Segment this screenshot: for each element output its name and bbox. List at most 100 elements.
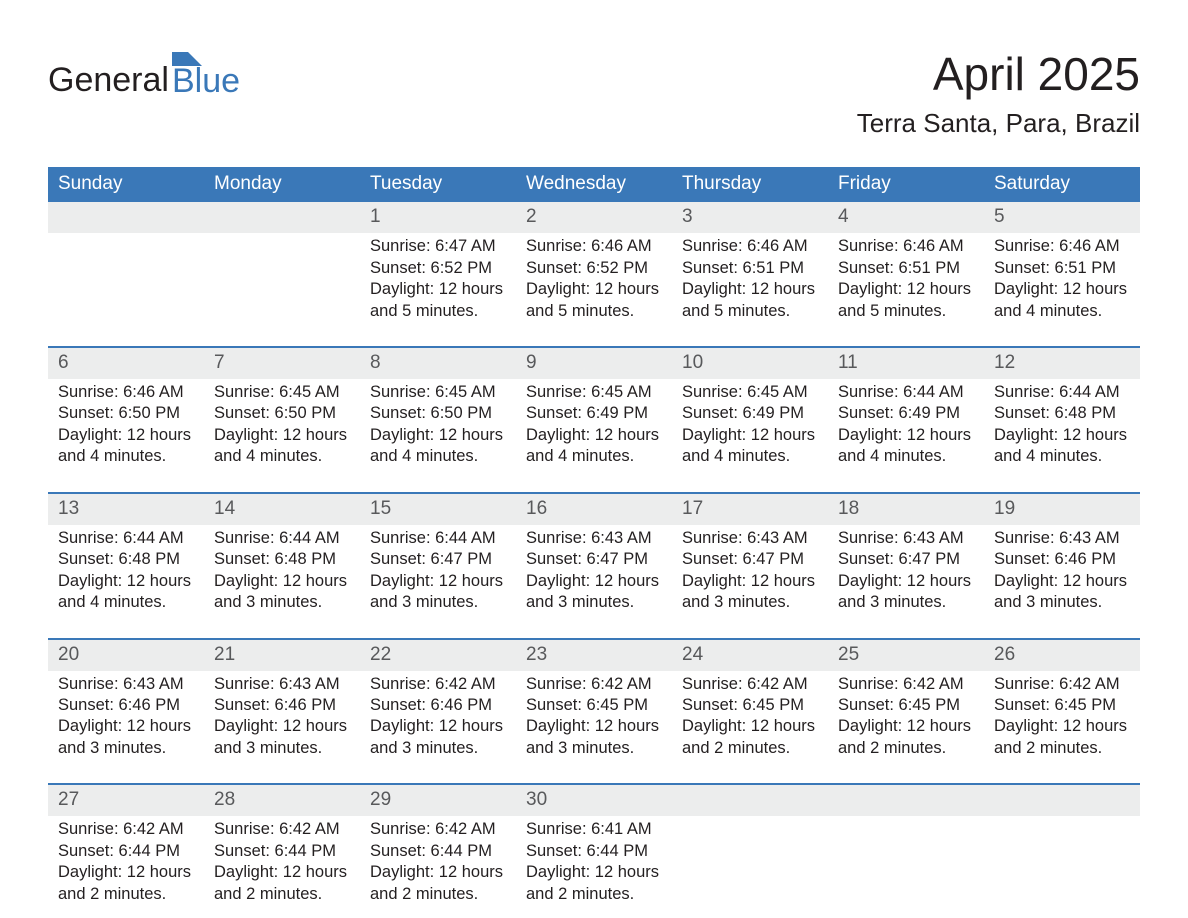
day-detail: Sunrise: 6:44 AMSunset: 6:48 PMDaylight:… [984, 379, 1140, 493]
day-detail-row: Sunrise: 6:46 AMSunset: 6:50 PMDaylight:… [48, 379, 1140, 493]
sunset-line: Sunset: 6:52 PM [526, 258, 662, 279]
sunset-line: Sunset: 6:46 PM [214, 695, 350, 716]
day-number: 3 [672, 202, 828, 233]
sunset-line: Sunset: 6:46 PM [58, 695, 194, 716]
day-number: 18 [828, 494, 984, 525]
day-header: Wednesday [516, 167, 672, 202]
header: General Blue April 2025 Terra Santa, Par… [48, 50, 1140, 139]
day-detail: Sunrise: 6:42 AMSunset: 6:46 PMDaylight:… [360, 671, 516, 785]
calendar-table: SundayMondayTuesdayWednesdayThursdayFrid… [48, 167, 1140, 915]
calendar-body: 12345Sunrise: 6:47 AMSunset: 6:52 PMDayl… [48, 202, 1140, 915]
sunset-line: Sunset: 6:47 PM [526, 549, 662, 570]
sunset-line: Sunset: 6:45 PM [526, 695, 662, 716]
day-number: 28 [204, 785, 360, 816]
daylight-line: Daylight: 12 hours and 3 minutes. [370, 716, 506, 759]
day-detail: Sunrise: 6:46 AMSunset: 6:52 PMDaylight:… [516, 233, 672, 347]
sunrise-line: Sunrise: 6:47 AM [370, 236, 506, 257]
day-detail: Sunrise: 6:44 AMSunset: 6:47 PMDaylight:… [360, 525, 516, 639]
daylight-line: Daylight: 12 hours and 5 minutes. [526, 279, 662, 322]
day-number: 5 [984, 202, 1140, 233]
sunrise-line: Sunrise: 6:42 AM [994, 674, 1130, 695]
day-number: 6 [48, 348, 204, 379]
month-title: April 2025 [857, 50, 1140, 98]
day-detail: Sunrise: 6:46 AMSunset: 6:50 PMDaylight:… [48, 379, 204, 493]
day-detail: Sunrise: 6:42 AMSunset: 6:45 PMDaylight:… [516, 671, 672, 785]
sunrise-line: Sunrise: 6:46 AM [838, 236, 974, 257]
day-detail: Sunrise: 6:45 AMSunset: 6:50 PMDaylight:… [360, 379, 516, 493]
day-detail: Sunrise: 6:42 AMSunset: 6:44 PMDaylight:… [48, 816, 204, 915]
daylight-line: Daylight: 12 hours and 3 minutes. [214, 716, 350, 759]
sunrise-line: Sunrise: 6:46 AM [682, 236, 818, 257]
sunrise-line: Sunrise: 6:43 AM [682, 528, 818, 549]
day-header-row: SundayMondayTuesdayWednesdayThursdayFrid… [48, 167, 1140, 202]
day-detail [672, 816, 828, 915]
sunrise-line: Sunrise: 6:46 AM [58, 382, 194, 403]
day-detail [204, 233, 360, 347]
day-number: 22 [360, 640, 516, 671]
daylight-line: Daylight: 12 hours and 2 minutes. [838, 716, 974, 759]
sunrise-line: Sunrise: 6:42 AM [214, 819, 350, 840]
daylight-line: Daylight: 12 hours and 4 minutes. [994, 425, 1130, 468]
daylight-line: Daylight: 12 hours and 3 minutes. [214, 571, 350, 614]
day-detail: Sunrise: 6:47 AMSunset: 6:52 PMDaylight:… [360, 233, 516, 347]
day-detail: Sunrise: 6:42 AMSunset: 6:45 PMDaylight:… [828, 671, 984, 785]
day-number: 17 [672, 494, 828, 525]
sunset-line: Sunset: 6:44 PM [370, 841, 506, 862]
day-detail: Sunrise: 6:45 AMSunset: 6:49 PMDaylight:… [672, 379, 828, 493]
day-number: 11 [828, 348, 984, 379]
day-header: Tuesday [360, 167, 516, 202]
sunset-line: Sunset: 6:47 PM [838, 549, 974, 570]
daylight-line: Daylight: 12 hours and 3 minutes. [994, 571, 1130, 614]
day-header: Friday [828, 167, 984, 202]
day-number: 4 [828, 202, 984, 233]
day-number: 20 [48, 640, 204, 671]
daylight-line: Daylight: 12 hours and 3 minutes. [58, 716, 194, 759]
sunrise-line: Sunrise: 6:42 AM [370, 819, 506, 840]
day-number-row: 27282930 [48, 785, 1140, 816]
day-detail: Sunrise: 6:43 AMSunset: 6:47 PMDaylight:… [828, 525, 984, 639]
day-detail: Sunrise: 6:42 AMSunset: 6:45 PMDaylight:… [984, 671, 1140, 785]
sunrise-line: Sunrise: 6:43 AM [994, 528, 1130, 549]
day-detail-row: Sunrise: 6:44 AMSunset: 6:48 PMDaylight:… [48, 525, 1140, 639]
daylight-line: Daylight: 12 hours and 2 minutes. [682, 716, 818, 759]
location: Terra Santa, Para, Brazil [857, 108, 1140, 139]
sunrise-line: Sunrise: 6:44 AM [370, 528, 506, 549]
sunrise-line: Sunrise: 6:46 AM [994, 236, 1130, 257]
daylight-line: Daylight: 12 hours and 5 minutes. [682, 279, 818, 322]
day-detail: Sunrise: 6:41 AMSunset: 6:44 PMDaylight:… [516, 816, 672, 915]
daylight-line: Daylight: 12 hours and 4 minutes. [526, 425, 662, 468]
sunrise-line: Sunrise: 6:45 AM [526, 382, 662, 403]
day-number-row: 6789101112 [48, 348, 1140, 379]
daylight-line: Daylight: 12 hours and 3 minutes. [526, 571, 662, 614]
sunrise-line: Sunrise: 6:44 AM [838, 382, 974, 403]
sunset-line: Sunset: 6:51 PM [838, 258, 974, 279]
sunset-line: Sunset: 6:48 PM [994, 403, 1130, 424]
sunrise-line: Sunrise: 6:44 AM [58, 528, 194, 549]
daylight-line: Daylight: 12 hours and 3 minutes. [526, 716, 662, 759]
day-header: Sunday [48, 167, 204, 202]
day-detail: Sunrise: 6:42 AMSunset: 6:44 PMDaylight:… [204, 816, 360, 915]
daylight-line: Daylight: 12 hours and 4 minutes. [838, 425, 974, 468]
sunset-line: Sunset: 6:44 PM [526, 841, 662, 862]
sunrise-line: Sunrise: 6:45 AM [370, 382, 506, 403]
daylight-line: Daylight: 12 hours and 3 minutes. [370, 571, 506, 614]
sunset-line: Sunset: 6:51 PM [682, 258, 818, 279]
sunrise-line: Sunrise: 6:42 AM [526, 674, 662, 695]
sunrise-line: Sunrise: 6:46 AM [526, 236, 662, 257]
day-detail: Sunrise: 6:43 AMSunset: 6:46 PMDaylight:… [204, 671, 360, 785]
sunset-line: Sunset: 6:46 PM [370, 695, 506, 716]
sunrise-line: Sunrise: 6:43 AM [526, 528, 662, 549]
day-header: Saturday [984, 167, 1140, 202]
day-number-row: 13141516171819 [48, 494, 1140, 525]
sunset-line: Sunset: 6:49 PM [682, 403, 818, 424]
daylight-line: Daylight: 12 hours and 2 minutes. [370, 862, 506, 905]
day-number: 21 [204, 640, 360, 671]
day-detail [984, 816, 1140, 915]
day-detail-row: Sunrise: 6:43 AMSunset: 6:46 PMDaylight:… [48, 671, 1140, 785]
day-number: 15 [360, 494, 516, 525]
sunset-line: Sunset: 6:49 PM [526, 403, 662, 424]
day-number: 23 [516, 640, 672, 671]
daylight-line: Daylight: 12 hours and 4 minutes. [370, 425, 506, 468]
day-number: 29 [360, 785, 516, 816]
day-detail: Sunrise: 6:45 AMSunset: 6:50 PMDaylight:… [204, 379, 360, 493]
